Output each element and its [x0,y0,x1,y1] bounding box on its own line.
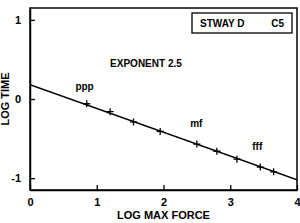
chart: 0 1 2 3 4 -1 0 1 EXPONENT 2.5 ppp mf fff STWAY D C5 LO… [0,0,300,223]
title: STWAY D [200,18,244,29]
x-tick: 2 [161,185,167,208]
y-tick-mark [30,99,35,100]
x-tick: 4 [294,185,300,208]
x-tick-mark [97,185,98,190]
label-box [192,13,292,33]
y-axis: -1 0 1 [11,9,35,191]
y-tick: -1 [11,172,35,184]
plot-frame [30,8,297,190]
y-tick-mark [30,20,35,21]
x-tick: 1 [94,185,100,208]
x-tick-mark [163,185,164,190]
x-tick-label: 3 [228,196,234,208]
y-tick: 0 [15,93,35,105]
x-tick-label: 0 [27,196,33,208]
y-tick-label: 0 [15,93,21,105]
x-axis: 0 1 2 3 4 [27,185,300,208]
x-tick-mark [297,185,298,190]
x-tick-label: 1 [94,196,100,208]
x-tick-mark [230,185,231,190]
y-tick-label: 1 [15,14,21,26]
annotation: ppp [75,81,93,92]
x-tick-label: 2 [161,196,167,208]
fit-line [30,85,297,180]
marks [30,85,297,180]
y-tick-mark [30,178,35,179]
x-axis-title: LOG MAX FORCE [117,209,210,221]
subtitle: C5 [271,18,284,29]
annotation: EXPONENT 2.5 [110,58,182,69]
annotation: mf [190,118,203,129]
plot: 0 1 2 3 4 -1 0 1 EXPONENT 2.5 ppp mf fff STWAY D C5 [11,8,300,208]
annotation: fff [252,141,263,152]
y-axis-title: LOG TIME [0,72,11,125]
x-tick-label: 4 [294,196,300,208]
y-tick: 1 [15,14,35,26]
y-tick-label: -1 [11,172,21,184]
x-tick: 3 [228,185,234,208]
